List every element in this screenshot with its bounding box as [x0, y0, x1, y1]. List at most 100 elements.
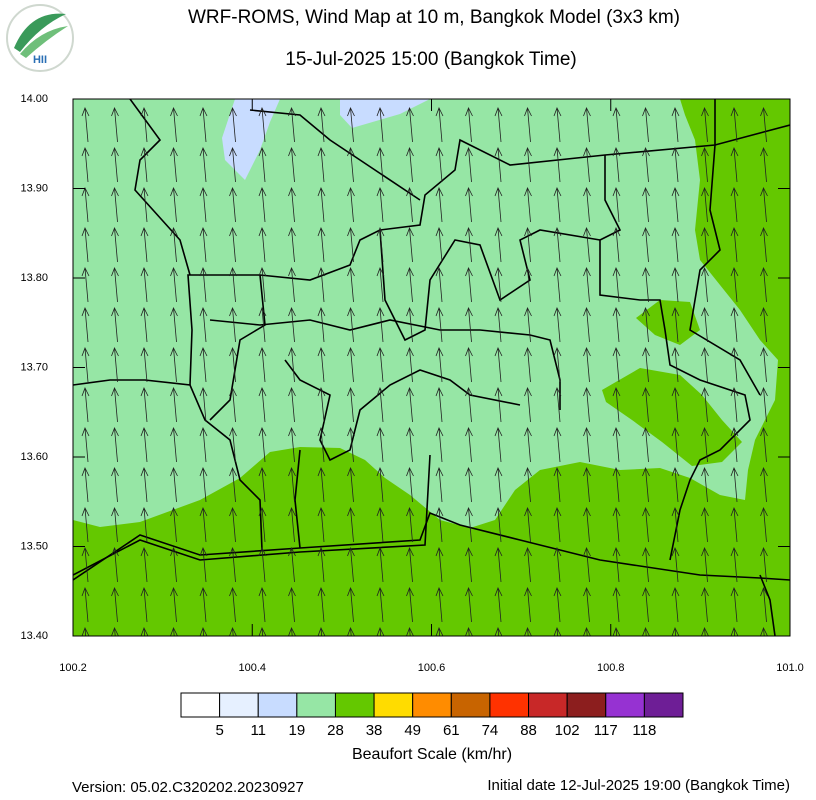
wind-arrow	[730, 147, 739, 183]
wind-arrow	[258, 307, 267, 343]
wind-arrow	[642, 427, 650, 463]
wind-arrow	[199, 547, 208, 583]
boundary-line	[759, 574, 776, 636]
wind-arrow	[553, 107, 562, 143]
wind-arrow	[199, 467, 208, 503]
wind-arrow	[229, 587, 237, 623]
wind-arrow	[199, 227, 208, 263]
wind-arrow	[701, 107, 709, 143]
wind-arrow	[140, 267, 149, 303]
wind-arrow	[229, 227, 237, 263]
wind-arrow	[465, 307, 473, 343]
wind-arrow	[730, 107, 739, 143]
version-text: Version: 05.02.C320202.20230927	[72, 779, 304, 796]
wind-arrow	[376, 467, 385, 503]
wind-arrow	[111, 267, 119, 303]
wind-zone-moderate	[636, 300, 700, 345]
wind-arrow	[317, 147, 326, 183]
wind-arrow	[258, 427, 267, 463]
wind-arrow	[111, 627, 119, 636]
map-area	[73, 99, 790, 636]
colorbar-level: 118	[632, 722, 656, 739]
wind-arrow	[170, 427, 178, 463]
wind-arrow	[553, 227, 562, 263]
wind-arrow	[170, 147, 178, 183]
wind-arrow	[81, 307, 90, 343]
wind-arrow	[258, 267, 267, 303]
wind-arrow	[406, 307, 414, 343]
coastline	[73, 454, 431, 576]
wind-arrow	[730, 347, 739, 383]
wind-arrow	[170, 107, 178, 143]
y-tick-label: 13.80	[20, 272, 48, 284]
wind-zone-calm	[340, 99, 430, 128]
wind-arrow	[347, 427, 355, 463]
wind-arrow	[730, 427, 739, 463]
wind-arrow	[671, 387, 680, 423]
wind-arrow	[760, 467, 768, 503]
wind-arrow	[494, 107, 503, 143]
wind-arrow	[642, 187, 650, 223]
wind-arrow	[140, 387, 149, 423]
wind-arrow	[730, 267, 739, 303]
colorbar-level: 5	[215, 722, 223, 739]
wind-arrow	[553, 187, 562, 223]
wind-arrow	[317, 627, 326, 636]
wind-arrow	[406, 227, 414, 263]
wind-arrow	[553, 507, 562, 543]
wind-arrow	[140, 587, 149, 623]
wind-arrow	[465, 267, 473, 303]
y-tick-label: 13.40	[20, 630, 48, 642]
wind-arrow	[435, 147, 444, 183]
wind-arrow	[612, 267, 621, 303]
wind-arrow	[406, 547, 414, 583]
wind-arrow	[760, 627, 768, 636]
wind-arrow	[701, 347, 709, 383]
wind-arrow	[701, 307, 709, 343]
wind-arrow	[583, 587, 591, 623]
wind-arrow	[140, 347, 149, 383]
wind-arrow	[612, 227, 621, 263]
colorbar-swatch	[643, 692, 684, 718]
wind-arrow	[376, 227, 385, 263]
wind-arrow	[199, 507, 208, 543]
wind-arrow	[494, 147, 503, 183]
wind-arrow	[642, 587, 650, 623]
wind-arrow	[229, 507, 237, 543]
wind-arrow	[258, 347, 267, 383]
wind-arrow	[288, 147, 296, 183]
wind-arrow	[583, 147, 591, 183]
y-tick-label: 14.00	[20, 93, 48, 105]
wind-arrow	[258, 467, 267, 503]
wind-arrow	[229, 547, 237, 583]
wind-arrow	[317, 547, 326, 583]
wind-arrow	[258, 547, 267, 583]
wind-arrow	[524, 107, 532, 143]
wind-arrow	[494, 467, 503, 503]
wind-arrow	[701, 467, 709, 503]
wind-arrow	[170, 467, 178, 503]
wind-arrow	[199, 187, 208, 223]
wind-arrow	[317, 227, 326, 263]
colorbar-level: 49	[404, 722, 421, 739]
wind-zone-moderate	[602, 368, 742, 466]
wind-arrow	[494, 507, 503, 543]
colorbar-level: 61	[443, 722, 460, 739]
wind-arrow	[406, 387, 414, 423]
wind-arrow	[612, 307, 621, 343]
wind-arrow	[81, 347, 90, 383]
wind-arrow	[465, 587, 473, 623]
wind-arrow	[406, 467, 414, 503]
wind-arrow	[524, 587, 532, 623]
wind-arrow	[140, 147, 149, 183]
wind-arrow	[671, 587, 680, 623]
wind-arrow	[258, 627, 267, 636]
wind-arrow	[435, 107, 444, 143]
wind-arrow	[288, 427, 296, 463]
wind-arrow	[170, 587, 178, 623]
wind-arrow	[140, 547, 149, 583]
wind-arrow	[376, 587, 385, 623]
wind-arrow	[642, 467, 650, 503]
wind-arrow	[583, 627, 591, 636]
wind-arrow	[760, 587, 768, 623]
